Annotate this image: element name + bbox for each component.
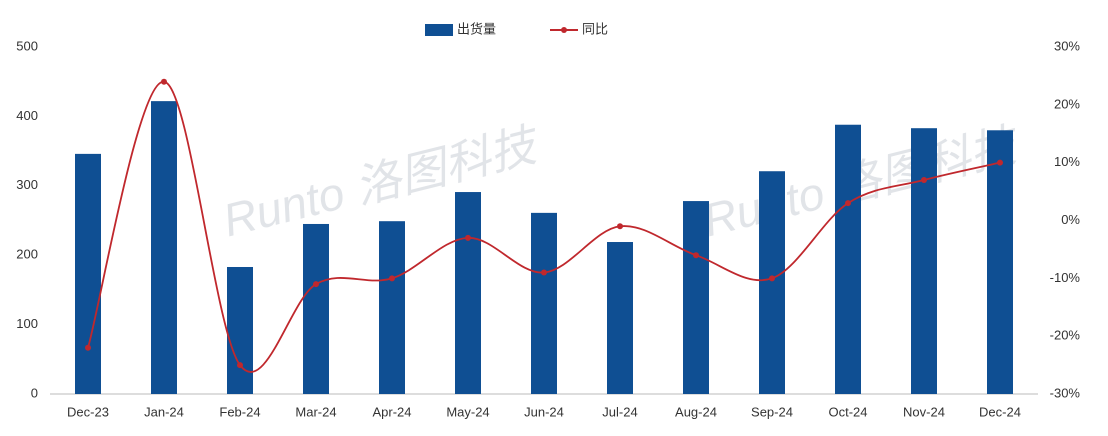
y2-tick-label: -30% xyxy=(1050,385,1081,400)
x-tick-label: Oct-24 xyxy=(828,404,867,419)
bar xyxy=(987,130,1013,394)
line-marker xyxy=(845,200,851,207)
y2-tick-label: -10% xyxy=(1050,270,1081,285)
x-tick-label: Mar-24 xyxy=(295,404,336,419)
y2-tick-label: -20% xyxy=(1050,328,1081,343)
bar xyxy=(911,128,937,394)
line-marker xyxy=(313,281,319,288)
legend-swatch xyxy=(425,24,453,36)
bar xyxy=(531,212,557,394)
line-marker xyxy=(997,159,1003,166)
x-tick-label: Sep-24 xyxy=(751,404,793,419)
legend-label: 同比 xyxy=(582,21,608,36)
line-marker xyxy=(465,234,471,241)
line-marker xyxy=(617,223,623,230)
legend-label: 出货量 xyxy=(457,21,496,36)
line-marker xyxy=(541,269,547,276)
y-tick-label: 200 xyxy=(16,247,38,262)
watermark: Runto 洛图科技 xyxy=(698,118,1025,247)
x-tick-label: Dec-24 xyxy=(979,404,1021,419)
bar xyxy=(683,201,709,394)
y2-tick-label: 20% xyxy=(1054,96,1080,111)
bar xyxy=(227,266,253,394)
x-tick-label: Apr-24 xyxy=(372,404,411,419)
bar xyxy=(379,221,405,394)
y-tick-label: 300 xyxy=(16,177,38,192)
x-tick-label: Dec-23 xyxy=(67,404,109,419)
y2-tick-label: 10% xyxy=(1054,154,1080,169)
x-tick-label: Jul-24 xyxy=(602,404,637,419)
line-marker xyxy=(769,275,775,282)
bar xyxy=(759,171,785,394)
x-tick-label: Aug-24 xyxy=(675,404,717,419)
line-marker xyxy=(921,177,927,184)
y-tick-label: 500 xyxy=(16,38,38,53)
line xyxy=(87,80,1001,373)
y-tick-label: 0 xyxy=(31,385,38,400)
x-tick-label: Nov-24 xyxy=(903,404,945,419)
y-tick-label: 400 xyxy=(16,108,38,123)
bar xyxy=(151,101,177,394)
legend-swatch xyxy=(561,27,567,33)
x-tick-label: Jun-24 xyxy=(524,404,564,419)
y2-tick-label: 0% xyxy=(1061,212,1080,227)
y2-tick-label: 30% xyxy=(1054,38,1080,53)
x-tick-label: Jan-24 xyxy=(144,404,184,419)
line-marker xyxy=(161,78,167,85)
bar xyxy=(303,223,329,394)
bar xyxy=(835,124,861,394)
line-marker xyxy=(389,275,395,282)
line-marker xyxy=(85,344,91,351)
x-tick-label: May-24 xyxy=(446,404,489,419)
bar xyxy=(455,192,481,394)
bar xyxy=(607,242,633,394)
x-tick-label: Feb-24 xyxy=(219,404,260,419)
line-marker xyxy=(237,362,243,369)
y-tick-label: 100 xyxy=(16,316,38,331)
line-marker xyxy=(693,252,699,259)
bar xyxy=(75,153,101,394)
